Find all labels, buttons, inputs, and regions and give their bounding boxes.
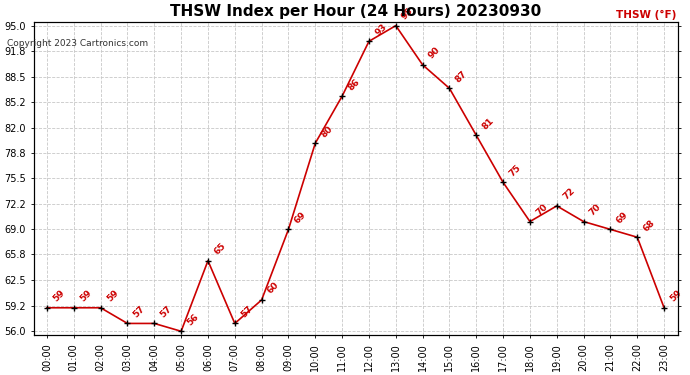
Text: 56: 56 bbox=[186, 312, 201, 327]
Text: 80: 80 bbox=[319, 124, 335, 139]
Text: 57: 57 bbox=[239, 304, 254, 319]
Text: 70: 70 bbox=[534, 202, 549, 217]
Text: 69: 69 bbox=[293, 210, 308, 225]
Text: 69: 69 bbox=[615, 210, 630, 225]
Text: 93: 93 bbox=[373, 22, 388, 37]
Text: 65: 65 bbox=[212, 242, 227, 256]
Text: 87: 87 bbox=[453, 69, 469, 84]
Text: Copyright 2023 Cartronics.com: Copyright 2023 Cartronics.com bbox=[7, 39, 148, 48]
Text: 75: 75 bbox=[507, 163, 522, 178]
Text: 95: 95 bbox=[400, 6, 415, 21]
Text: 86: 86 bbox=[346, 77, 362, 92]
Text: 57: 57 bbox=[132, 304, 147, 319]
Text: 57: 57 bbox=[159, 304, 174, 319]
Text: 60: 60 bbox=[266, 280, 281, 296]
Text: 59: 59 bbox=[669, 288, 684, 304]
Text: 72: 72 bbox=[561, 186, 576, 202]
Text: 59: 59 bbox=[51, 288, 66, 304]
Text: 68: 68 bbox=[642, 218, 657, 233]
Text: 59: 59 bbox=[105, 288, 120, 304]
Text: THSW (°F): THSW (°F) bbox=[616, 10, 676, 20]
Text: 70: 70 bbox=[588, 202, 603, 217]
Title: THSW Index per Hour (24 Hours) 20230930: THSW Index per Hour (24 Hours) 20230930 bbox=[170, 4, 541, 19]
Text: 90: 90 bbox=[427, 45, 442, 61]
Text: 81: 81 bbox=[480, 116, 495, 131]
Text: 59: 59 bbox=[78, 288, 93, 304]
